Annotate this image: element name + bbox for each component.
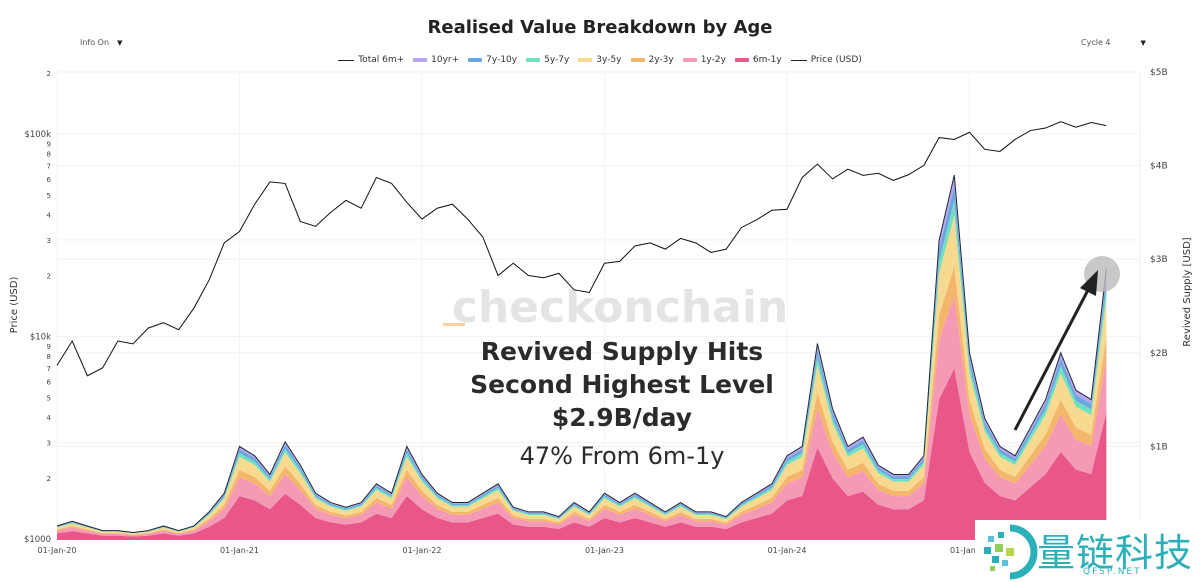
legend-item-3y-5y[interactable]: 3y-5y	[578, 55, 622, 65]
left-axis-tick-label: 9	[47, 140, 51, 148]
left-axis-tick-label: 5	[47, 192, 51, 200]
legend-item-total-6m-[interactable]: Total 6m+	[338, 55, 404, 65]
left-axis-tick-label: 2	[47, 70, 51, 78]
legend-item-7y-10y[interactable]: 7y-10y	[468, 55, 517, 65]
price-line	[56, 121, 1107, 377]
annotation-line1: Revived Supply Hits	[481, 337, 763, 366]
trend-arrow-line	[1013, 289, 1090, 431]
right-axis-tick-label: $4B	[1150, 162, 1168, 172]
cycle-select-dropdown[interactable]: Cycle 4 ▼	[1081, 38, 1146, 47]
area-band-2y-3y	[57, 266, 1107, 535]
total-6m-plus-line	[56, 174, 1107, 534]
x-axis-tick-label: 01-Jan-20	[38, 546, 77, 555]
left-axis-tick-label: 3	[47, 237, 51, 245]
legend-item-10yr-[interactable]: 10yr+	[413, 55, 459, 65]
right-axis-tick-label: $3B	[1150, 255, 1168, 265]
x-axis-tick-label: 01-Jan-22	[403, 546, 442, 555]
legend-label: 10yr+	[431, 55, 460, 65]
logo-icon	[984, 524, 1038, 580]
legend-label: Total 6m+	[358, 55, 405, 65]
left-axis-tick-label: $100k	[24, 130, 51, 140]
legend-label: Price (USD)	[810, 55, 862, 65]
legend-swatch	[578, 58, 593, 62]
legend-label: 1y-2y	[700, 55, 726, 65]
chevron-down-icon: ▼	[1140, 39, 1146, 47]
left-axis-tick-label: 9	[47, 343, 51, 351]
legend-item-price-usd-[interactable]: Price (USD)	[790, 55, 862, 65]
legend-label: 2y-3y	[648, 55, 674, 65]
legend-swatch	[630, 58, 645, 62]
annotation-line4: 47% From 6m-1y	[520, 442, 725, 470]
area-band-6m-1y	[57, 368, 1107, 540]
left-axis-tick-label: $10k	[30, 333, 51, 343]
left-axis-tick-label: 7	[47, 162, 51, 170]
x-axis-tick-label: 01-Jan-23	[585, 546, 624, 555]
watermark-dash	[443, 323, 465, 326]
trend-arrow-head-icon	[1080, 270, 1098, 296]
area-band-3y-5y	[57, 215, 1107, 535]
x-axis-tick-label: 01-Jan-24	[768, 546, 807, 555]
legend-label: 7y-10y	[486, 55, 518, 65]
left-axis-tick-label: 4	[47, 414, 52, 422]
chart-title: Realised Value Breakdown by Age	[427, 17, 773, 38]
area-band-1y-2y	[57, 295, 1107, 537]
legend-label: 5y-7y	[544, 55, 570, 65]
legend-swatch	[734, 58, 749, 62]
chevron-down-icon: ▼	[117, 39, 123, 47]
info-toggle-label: Info On	[80, 38, 110, 47]
legend-item-5y-7y[interactable]: 5y-7y	[526, 55, 569, 65]
info-toggle-dropdown[interactable]: Info On ▼	[80, 38, 122, 47]
chart-legend: Total 6m+ 10yr+ 7y-10y 5y-7y 3y-5y 2y-3y 1y-2y…	[0, 55, 1200, 65]
annotation-line3: $2.9B/day	[552, 403, 692, 432]
legend-swatch	[338, 59, 355, 61]
legend-item-2y-3y[interactable]: 2y-3y	[630, 55, 674, 65]
left-axis-tick-label: 6	[47, 176, 52, 184]
left-axis-tick-label: 2	[47, 475, 51, 483]
left-axis-tick-label: 2	[47, 273, 51, 281]
cycle-select-label: Cycle 4	[1081, 38, 1111, 47]
x-axis-tick-label: 01-Jan-25	[950, 546, 989, 555]
left-axis-tick-label: 7	[47, 365, 51, 373]
left-axis-tick-label: 8	[47, 353, 51, 361]
right-axis-tick-label: $1B	[1150, 442, 1168, 452]
left-axis-label: Price (USD)	[9, 277, 20, 334]
right-axis-label: Revived Supply [USD]	[1182, 237, 1193, 346]
legend-item-6m-1y[interactable]: 6m-1y	[734, 55, 782, 65]
qfsp-logo: 量链科技 QFSP.NET	[975, 520, 1200, 582]
right-axis-tick-label: $5B	[1150, 68, 1168, 78]
left-axis-tick-label: 3	[47, 439, 51, 447]
left-axis-tick-label: $1000	[24, 535, 51, 545]
right-axis-tick-label: $2B	[1150, 349, 1168, 359]
x-axis-tick-label: 01-Jan-21	[220, 546, 259, 555]
logo-domain: QFSP.NET	[1083, 567, 1142, 577]
legend-swatch	[790, 59, 807, 61]
watermark: checkonchain	[452, 282, 788, 333]
legend-item-1y-2y[interactable]: 1y-2y	[682, 55, 726, 65]
left-axis-tick-label: 8	[47, 151, 51, 159]
legend-swatch	[526, 58, 541, 62]
left-axis-tick-label: 6	[47, 378, 52, 386]
legend-swatch	[468, 58, 483, 62]
left-axis-tick-label: 4	[47, 212, 52, 220]
annotation-line2: Second Highest Level	[470, 370, 774, 399]
left-axis-tick-label: 5	[47, 394, 51, 402]
legend-swatch	[413, 58, 428, 62]
legend-label: 3y-5y	[596, 55, 622, 65]
logo-text: 量链科技	[1037, 531, 1194, 575]
legend-label: 6m-1y	[752, 55, 782, 65]
legend-swatch	[682, 58, 697, 62]
